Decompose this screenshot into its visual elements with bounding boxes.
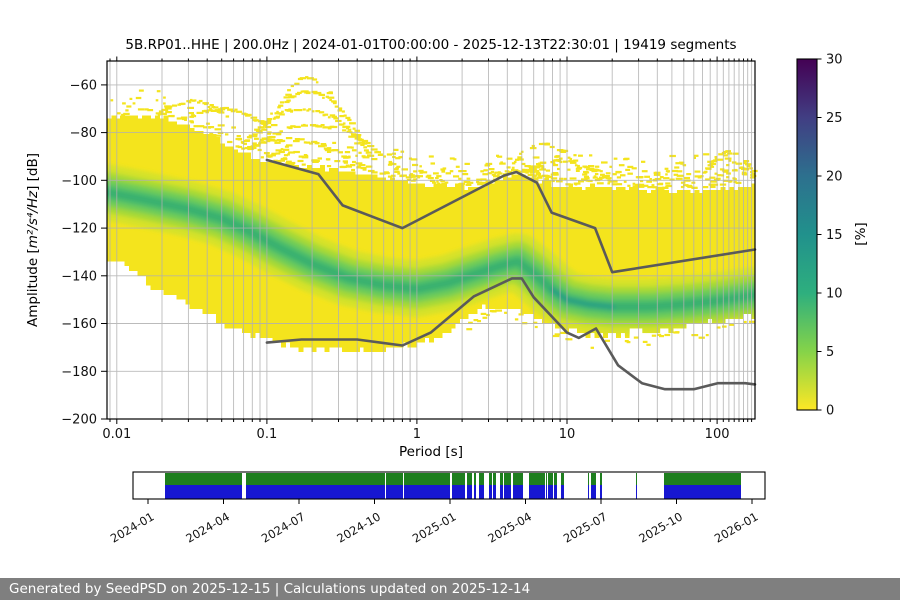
svg-text:30: 30 [826, 53, 843, 68]
svg-text:−160: −160 [61, 317, 97, 332]
svg-text:−80: −80 [70, 126, 97, 141]
axis-ticks [101, 56, 753, 424]
availability-bar [132, 471, 766, 500]
svg-text:100: 100 [705, 427, 730, 442]
svg-text:2024-04: 2024-04 [183, 509, 232, 545]
svg-text:−60: −60 [70, 78, 97, 93]
svg-text:10: 10 [826, 287, 843, 302]
svg-text:15: 15 [826, 228, 843, 243]
footer-text: Generated by SeedPSD on 2025-12-15 | Cal… [9, 581, 531, 597]
svg-text:0.01: 0.01 [102, 427, 131, 442]
svg-text:25: 25 [826, 111, 843, 126]
axis-tick-labels: 0.01 0.1 1 10 100 −200 −180 −160 −140 −120 −100 −80… [61, 78, 729, 442]
svg-text:2025-01: 2025-01 [410, 509, 459, 545]
svg-text:2026-01: 2026-01 [712, 509, 761, 545]
svg-text:1: 1 [413, 427, 421, 442]
svg-text:0.1: 0.1 [257, 427, 278, 442]
footer-status-bar: Generated by SeedPSD on 2025-12-15 | Cal… [0, 578, 900, 600]
x-axis-label: Period [s] [399, 444, 463, 460]
svg-text:2024-01: 2024-01 [108, 509, 157, 545]
svg-text:2025-04: 2025-04 [485, 509, 534, 545]
svg-text:20: 20 [826, 170, 843, 185]
svg-text:−120: −120 [61, 222, 97, 237]
svg-text:2025-10: 2025-10 [636, 509, 685, 545]
plot-frame [106, 60, 756, 420]
grid [107, 61, 755, 419]
svg-text:0: 0 [826, 404, 834, 419]
availability-axis: 2024-01 2024-04 2024-07 2024-10 2025-01 2025-… [108, 499, 761, 546]
ppsd-chart: 0.01 0.1 1 10 100−200−180−160−140−120−100−80… [61, 53, 843, 546]
svg-text:2024-07: 2024-07 [259, 509, 308, 545]
noise-model-lines [265, 158, 757, 391]
svg-text:−200: −200 [61, 413, 97, 428]
svg-text:5: 5 [826, 345, 834, 360]
svg-text:−140: −140 [61, 269, 97, 284]
svg-text:−100: −100 [61, 174, 97, 189]
colorbar: 0 5 10 15 20 25 30 [796, 53, 843, 419]
svg-text:2024-10: 2024-10 [334, 509, 383, 545]
svg-text:2025-07: 2025-07 [561, 509, 610, 545]
svg-text:−180: −180 [61, 365, 97, 380]
chart-title: 5B.RP01..HHE | 200.0Hz | 2024-01-01T00:0… [125, 37, 737, 53]
svg-text:10: 10 [559, 427, 576, 442]
